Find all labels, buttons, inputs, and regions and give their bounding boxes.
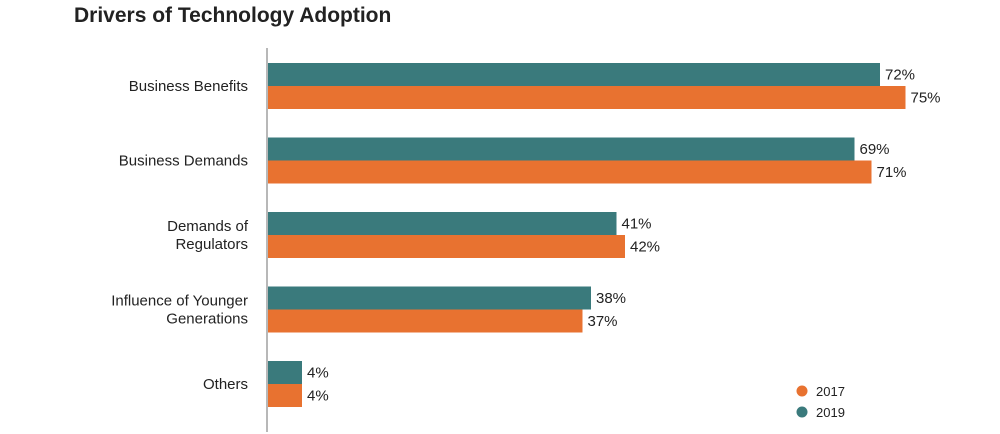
category-label: Generations bbox=[166, 311, 248, 328]
bar-2017 bbox=[268, 235, 625, 258]
chart-title: Drivers of Technology Adoption bbox=[74, 4, 392, 27]
data-label: 41% bbox=[622, 216, 652, 233]
data-label: 38% bbox=[596, 290, 626, 307]
data-label: 4% bbox=[307, 388, 329, 405]
data-label: 42% bbox=[630, 239, 660, 256]
category-label: Influence of Younger bbox=[111, 293, 248, 310]
data-label: 75% bbox=[911, 90, 941, 107]
legend-label: 2017 bbox=[816, 384, 845, 399]
bar-2019 bbox=[268, 63, 880, 86]
data-label: 72% bbox=[885, 67, 915, 84]
category-label: Business Benefits bbox=[129, 78, 248, 95]
legend: 2017 2019 bbox=[796, 384, 845, 420]
data-label: 37% bbox=[588, 313, 618, 330]
bar-2017 bbox=[268, 384, 302, 407]
category-label: Business Demands bbox=[119, 153, 248, 170]
category-label: Demands of bbox=[167, 218, 249, 235]
category-label: Others bbox=[203, 376, 248, 393]
data-label: 69% bbox=[860, 141, 890, 158]
bar-2019 bbox=[268, 286, 591, 310]
bar-2017 bbox=[268, 160, 872, 184]
data-label: 4% bbox=[307, 365, 329, 382]
bars-group: Business Benefits 72% 75% Business Demands 6… bbox=[111, 63, 941, 407]
category-label: Regulators bbox=[175, 236, 248, 253]
legend-marker bbox=[796, 385, 808, 397]
legend-label: 2019 bbox=[816, 405, 845, 420]
data-label: 71% bbox=[877, 164, 907, 181]
legend-marker bbox=[796, 406, 808, 418]
bar-2019 bbox=[268, 137, 855, 161]
bar-2017 bbox=[268, 86, 906, 109]
bar-2019 bbox=[268, 361, 302, 384]
bar-2019 bbox=[268, 212, 617, 235]
bar-2017 bbox=[268, 309, 583, 333]
